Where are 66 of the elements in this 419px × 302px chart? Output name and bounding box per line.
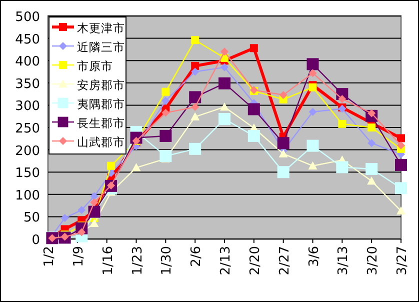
point: [367, 176, 376, 185]
x-tick-label: 1/9: [71, 246, 86, 267]
y-tick-label: 100: [15, 188, 40, 204]
point: [160, 130, 172, 142]
x-tick-label: 3/27: [395, 246, 410, 276]
y-tick-label: 150: [15, 166, 40, 182]
legend-label: 長生郡市: [77, 116, 125, 130]
point: [368, 139, 376, 148]
x-tick-label: 2/20: [248, 246, 263, 276]
point: [191, 102, 200, 111]
x-tick-label: 2/27: [277, 246, 292, 276]
legend-label: 夷隅郡市: [77, 97, 125, 111]
x-tick-label: 2/6: [189, 246, 204, 267]
point: [78, 206, 86, 214]
x-tick-label: 1/30: [160, 246, 175, 276]
point: [306, 58, 319, 70]
x-tick-label: 1/23: [130, 246, 146, 276]
x-tick-label: 2/13: [218, 246, 234, 276]
y-tick-label: 400: [15, 54, 40, 70]
point: [338, 120, 346, 128]
point: [107, 162, 116, 170]
point: [189, 91, 202, 104]
legend-label: 市原市: [77, 59, 113, 73]
y-tick-label: 200: [15, 144, 40, 159]
point: [308, 108, 317, 116]
point: [132, 163, 141, 172]
point: [191, 68, 200, 76]
y-tick-label: 350: [15, 76, 40, 92]
point: [397, 134, 405, 142]
point: [90, 198, 98, 206]
point: [190, 112, 200, 120]
point: [368, 124, 376, 132]
x-tick-label: 1/16: [100, 246, 116, 276]
y-tick-label: 0: [32, 233, 40, 248]
point: [162, 88, 170, 96]
y-tick-label: 450: [15, 32, 40, 48]
point: [191, 62, 200, 70]
point: [397, 141, 405, 150]
point: [162, 96, 170, 105]
x-tick-label: 3/6: [306, 246, 322, 267]
point: [396, 206, 406, 214]
point: [338, 94, 346, 103]
point: [308, 161, 318, 170]
legend-label: 近隣三市: [77, 40, 125, 54]
point: [395, 182, 407, 194]
point: [189, 142, 202, 155]
x-tick-label: 1/2: [42, 246, 57, 267]
legend-label: 山武郡市: [77, 135, 125, 149]
x-tick-label: 3/13: [336, 246, 352, 276]
point: [308, 69, 317, 78]
point: [336, 161, 348, 174]
y-tick-label: 300: [15, 99, 40, 114]
x-tick-label: 3/20: [366, 246, 381, 276]
point: [366, 162, 378, 175]
point: [162, 108, 170, 117]
point: [395, 158, 407, 171]
legend-label: 木更津市: [77, 21, 125, 35]
y-tick-label: 50: [23, 210, 40, 226]
legend-label: 安房郡市: [77, 78, 125, 92]
point: [90, 192, 98, 200]
y-tick-label: 500: [15, 10, 40, 25]
point: [90, 218, 99, 227]
y-tick-label: 250: [15, 122, 40, 136]
point: [60, 214, 69, 222]
point: [191, 36, 200, 44]
point: [306, 140, 319, 152]
